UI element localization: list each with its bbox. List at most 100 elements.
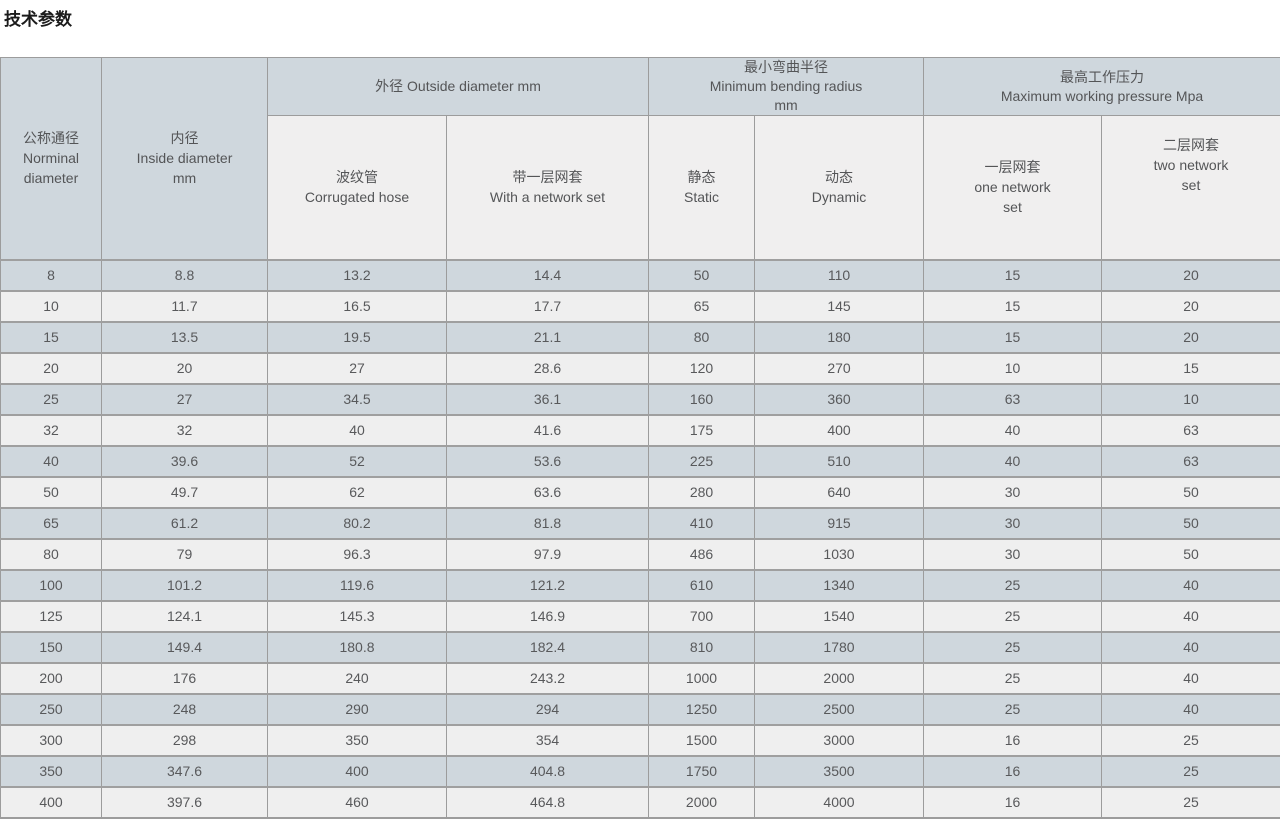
table-cell: 10 <box>924 353 1102 384</box>
table-cell: 40 <box>1102 694 1280 725</box>
header-line: mm <box>102 168 267 188</box>
table-cell: 4000 <box>755 787 924 818</box>
table-cell: 50 <box>1102 539 1280 570</box>
technical-parameters-table: 公称通径 Norminal diameter 内径 Inside diamete… <box>0 57 1280 819</box>
table-cell: 1540 <box>755 601 924 632</box>
table-cell: 15 <box>1 322 102 353</box>
table-cell: 160 <box>649 384 755 415</box>
header-nominal-diameter: 公称通径 Norminal diameter <box>1 58 102 260</box>
table-cell: 65 <box>649 291 755 322</box>
table-cell: 3000 <box>755 725 924 756</box>
table-cell: 10 <box>1102 384 1280 415</box>
table-cell: 96.3 <box>268 539 447 570</box>
header-line: diameter <box>1 168 101 188</box>
table-cell: 40 <box>924 415 1102 446</box>
table-cell: 486 <box>649 539 755 570</box>
table-cell: 294 <box>447 694 649 725</box>
table-cell: 250 <box>1 694 102 725</box>
header-line: 波纹管 <box>268 167 446 187</box>
header-line: 最小弯曲半径 <box>649 58 923 77</box>
table-cell: 97.9 <box>447 539 649 570</box>
header-inside-diameter: 内径 Inside diameter mm <box>102 58 268 260</box>
table-cell: 810 <box>649 632 755 663</box>
table-cell: 63 <box>924 384 1102 415</box>
header-line: Static <box>649 187 754 207</box>
table-cell: 915 <box>755 508 924 539</box>
table-cell: 610 <box>649 570 755 601</box>
table-cell: 25 <box>924 663 1102 694</box>
table-cell: 248 <box>102 694 268 725</box>
table-cell: 40 <box>1102 632 1280 663</box>
table-cell: 460 <box>268 787 447 818</box>
table-cell: 25 <box>1102 756 1280 787</box>
table-cell: 63 <box>1102 415 1280 446</box>
table-cell: 11.7 <box>102 291 268 322</box>
table-cell: 347.6 <box>102 756 268 787</box>
table-cell: 510 <box>755 446 924 477</box>
table-cell: 1500 <box>649 725 755 756</box>
table-cell: 79 <box>102 539 268 570</box>
table-cell: 464.8 <box>447 787 649 818</box>
table-cell: 39.6 <box>102 446 268 477</box>
table-cell: 40 <box>268 415 447 446</box>
table-cell: 80 <box>649 322 755 353</box>
table-cell: 80.2 <box>268 508 447 539</box>
table-cell: 1750 <box>649 756 755 787</box>
header-line: 最高工作压力 <box>924 68 1280 87</box>
table-cell: 225 <box>649 446 755 477</box>
table-cell: 25 <box>924 570 1102 601</box>
table-cell: 1340 <box>755 570 924 601</box>
header-min-bending-radius-group: 最小弯曲半径 Minimum bending radius mm <box>649 58 924 116</box>
header-line: two network <box>1102 155 1280 175</box>
table-cell: 1000 <box>649 663 755 694</box>
table-cell: 40 <box>1102 663 1280 694</box>
header-line: 静态 <box>649 167 754 187</box>
table-cell: 270 <box>755 353 924 384</box>
header-line: mm <box>649 96 923 115</box>
table-cell: 13.2 <box>268 260 447 291</box>
table-cell: 149.4 <box>102 632 268 663</box>
header-line: With a network set <box>447 187 648 207</box>
table-cell: 100 <box>1 570 102 601</box>
table-cell: 63.6 <box>447 477 649 508</box>
table-cell: 36.1 <box>447 384 649 415</box>
table-cell: 8.8 <box>102 260 268 291</box>
table-cell: 50 <box>649 260 755 291</box>
table-cell: 175 <box>649 415 755 446</box>
header-line: 一层网套 <box>924 157 1101 177</box>
table-cell: 14.4 <box>447 260 649 291</box>
table-cell: 41.6 <box>447 415 649 446</box>
table-cell: 16 <box>924 787 1102 818</box>
table-cell: 30 <box>924 539 1102 570</box>
table-cell: 10 <box>1 291 102 322</box>
table-cell: 49.7 <box>102 477 268 508</box>
table-cell: 400 <box>755 415 924 446</box>
table-cell: 16 <box>924 756 1102 787</box>
table-cell: 110 <box>755 260 924 291</box>
header-line: Maximum working pressure Mpa <box>924 87 1280 106</box>
header-dynamic: 动态 Dynamic <box>755 116 924 260</box>
table-cell: 8 <box>1 260 102 291</box>
header-line: one network <box>924 177 1101 197</box>
table-cell: 16 <box>924 725 1102 756</box>
table-cell: 15 <box>924 291 1102 322</box>
table-cell: 20 <box>1102 291 1280 322</box>
table-cell: 40 <box>924 446 1102 477</box>
table-cell: 21.1 <box>447 322 649 353</box>
table-cell: 15 <box>1102 353 1280 384</box>
table-cell: 298 <box>102 725 268 756</box>
table-cell: 65 <box>1 508 102 539</box>
table-cell: 32 <box>1 415 102 446</box>
